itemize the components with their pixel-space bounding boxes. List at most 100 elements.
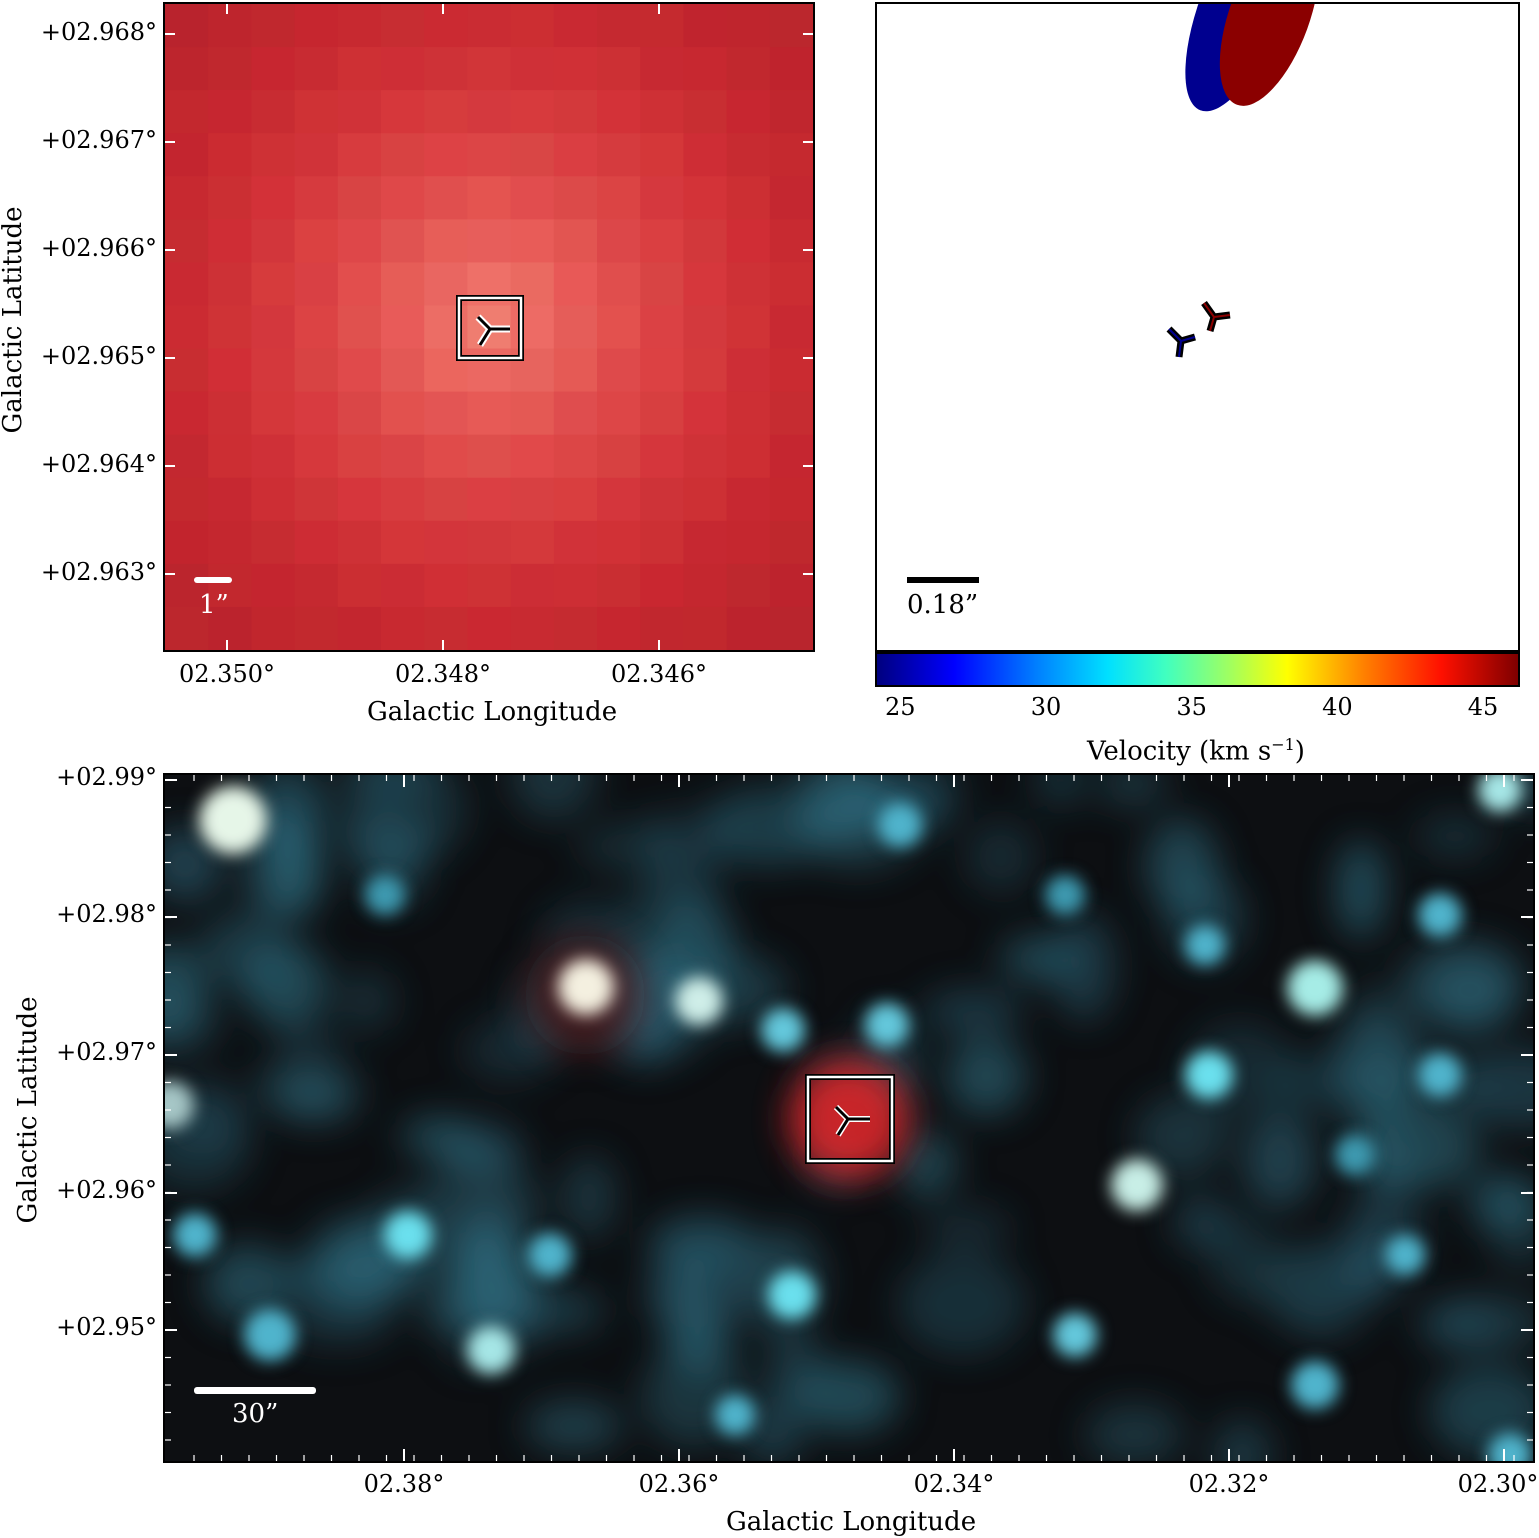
image-pixel [337,4,382,48]
image-pixel [510,133,555,177]
image-pixel [294,391,339,436]
image-pixel [208,434,252,479]
image-pixel [726,563,771,608]
image-pixel [726,520,771,565]
image-pixel [467,219,512,263]
y-tick-label: +02.964° [40,450,157,478]
image-pixel [553,606,598,650]
image-pixel [553,133,598,177]
image-pixel [726,4,771,48]
image-pixel [251,47,296,91]
image-pixel [165,4,209,48]
image-pixel [510,176,555,220]
image-pixel [208,391,252,436]
image-pixel [251,4,296,48]
image-pixel [553,90,598,134]
source-marker-box [456,295,524,361]
star [878,803,922,847]
image-pixel [467,90,512,134]
image-pixel [640,262,684,307]
image-pixel [597,305,641,350]
image-pixel [381,176,425,220]
image-pixel [337,219,382,263]
image-pixel [165,606,209,650]
image-pixel [467,391,512,436]
image-pixel [337,348,382,393]
image-pixel [769,47,813,91]
x-tick-label: 02.38° [363,1470,445,1498]
image-pixel [769,391,813,436]
colorbar-tick-label: 45 [1467,693,1499,721]
image-pixel [553,563,598,608]
image-pixel [381,348,425,393]
image-pixel [294,47,339,91]
image-pixel [769,90,813,134]
image-pixel [208,4,252,48]
image-pixel [640,520,684,565]
colorbar-tick-label: 25 [885,693,916,721]
image-pixel [165,520,209,565]
image-pixel [640,391,684,436]
image-pixel [467,520,512,565]
image-pixel [165,434,209,479]
x-tick-label: 02.350° [179,660,275,688]
source-marker-icon [475,314,510,347]
image-pixel [726,348,771,393]
image-pixel [553,477,598,522]
image-pixel [769,219,813,263]
velocity-panel [875,2,1520,652]
image-pixel [683,348,728,393]
colorbar-tick-label: 35 [1176,693,1207,721]
colorbar-tick-label: 30 [1030,693,1062,721]
image-pixel [510,90,555,134]
colorbar-label-text: Velocity (km s [1087,736,1272,767]
image-pixel [337,90,382,134]
image-pixel [640,305,684,350]
image-pixel [424,176,468,220]
y-tick-label: +02.963° [40,558,157,586]
image-pixel [165,133,209,177]
star [675,977,723,1025]
image-pixel [467,606,512,650]
image-pixel [510,520,555,565]
image-pixel [294,176,339,220]
image-pixel [251,133,296,177]
image-pixel [165,262,209,307]
image-pixel [424,219,468,263]
image-pixel [251,477,296,522]
image-pixel [769,262,813,307]
star [1418,1053,1462,1097]
y-tick-label: +02.968° [40,18,157,46]
velocity-scale-bar-label: 0.18” [907,590,979,620]
image-pixel [251,176,296,220]
image-pixel [769,4,813,48]
image-pixel [510,4,555,48]
x-tick-label: 02.30° [1457,1470,1539,1498]
image-pixel [208,520,252,565]
star [1291,1361,1339,1409]
image-pixel [381,262,425,307]
star [365,875,405,915]
y-tick-label: +02.965° [40,342,157,370]
image-pixel [165,90,209,134]
image-pixel [597,219,641,263]
image-pixel [553,305,598,350]
image-pixel [337,305,382,350]
image-pixel [381,520,425,565]
image-pixel [683,305,728,350]
image-pixel [640,348,684,393]
image-pixel [726,434,771,479]
image-pixel [208,305,252,350]
image-pixel [683,47,728,91]
image-pixel [381,606,425,650]
star [1335,1135,1375,1175]
image-pixel [683,176,728,220]
image-pixel [294,305,339,350]
image-pixel [165,477,209,522]
wide-y-axis-title: Galactic Latitude [13,996,43,1224]
image-pixel [208,563,252,608]
image-pixel [553,47,598,91]
star [1287,960,1343,1016]
image-pixel [294,606,339,650]
image-pixel [769,348,813,393]
